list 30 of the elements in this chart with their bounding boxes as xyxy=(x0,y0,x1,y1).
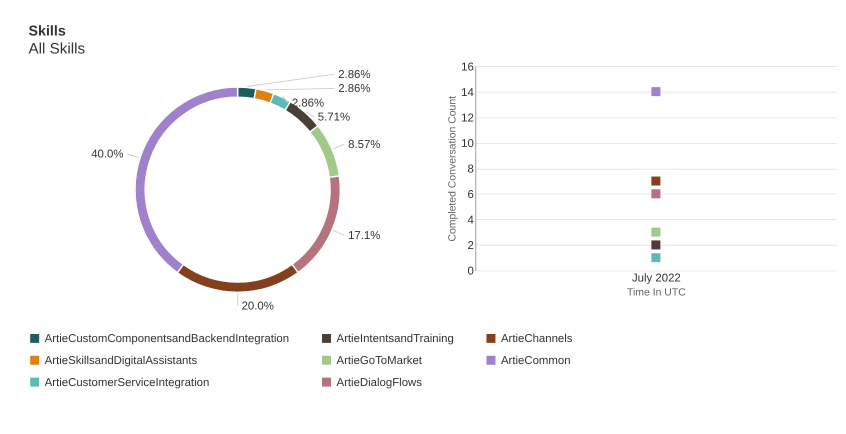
data-label: 2.86% xyxy=(338,83,371,96)
data-label: 2.86% xyxy=(338,68,371,81)
y-tick-label: 6 xyxy=(468,189,474,202)
x-tick-label: July 2022 xyxy=(632,272,681,284)
y-tick-label: 8 xyxy=(468,164,474,176)
legend-label: ArtieCustomerServiceIntegration xyxy=(44,376,210,389)
legend-label: ArtieGoToMarket xyxy=(336,355,423,368)
y-axis-title: Completed Conversation Count xyxy=(447,96,458,242)
data-label: 20.0% xyxy=(242,300,274,312)
y-tick-label: 2 xyxy=(468,240,474,252)
data-label: 5.71% xyxy=(318,112,350,124)
data-label: 40.0% xyxy=(91,148,124,161)
chart-subtitle: All Skills xyxy=(28,40,86,58)
chart-title: Skills xyxy=(28,24,66,40)
data-label: 8.57% xyxy=(348,138,380,151)
y-tick-label: 12 xyxy=(461,112,474,124)
data-label: 2.86% xyxy=(292,97,324,110)
y-tick-label: 0 xyxy=(468,266,474,278)
legend-label: ArtieDialogFlows xyxy=(336,376,422,389)
legend-label: ArtieCustomComponentsandBackendIntegration xyxy=(44,333,290,346)
y-tick-label: 4 xyxy=(468,214,474,227)
y-tick-label: 14 xyxy=(461,86,474,99)
legend-label: ArtieIntentsandTraining xyxy=(336,333,454,346)
legend-label: ArtieSkillsandDigitalAssistants xyxy=(44,355,198,368)
x-axis-title: Time In UTC xyxy=(626,288,686,299)
data-label: 17.1% xyxy=(348,230,380,242)
legend-label: ArtieChannels xyxy=(500,333,573,346)
y-tick-label: 10 xyxy=(461,138,474,150)
y-tick-label: 16 xyxy=(461,61,474,74)
legend-label: ArtieCommon xyxy=(500,355,571,368)
